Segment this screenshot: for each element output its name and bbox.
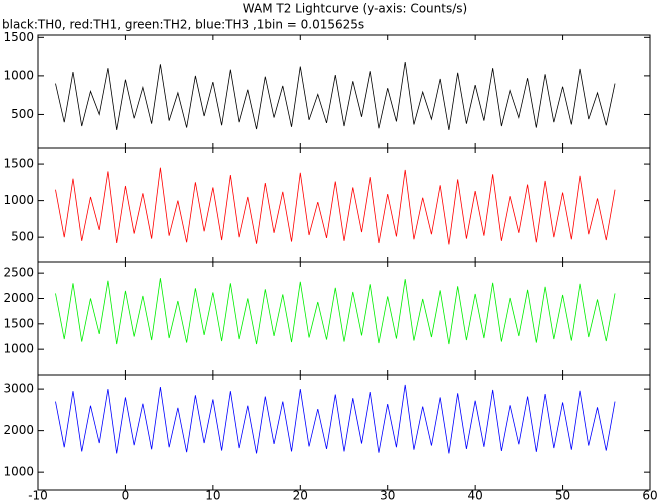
y-tick-label: 500	[11, 107, 34, 121]
x-tick-label: 60	[642, 489, 657, 503]
y-tick-label: 1000	[3, 342, 34, 356]
y-tick-label: 2000	[3, 423, 34, 437]
y-tick-label: 2500	[3, 266, 34, 280]
panel-frame	[37, 374, 651, 491]
chart-subtitle: black:TH0, red:TH1, green:TH2, blue:TH3 …	[2, 18, 364, 32]
y-tick-label: 1000	[3, 68, 34, 82]
series-line	[55, 61, 616, 130]
y-tick-label: 1000	[3, 193, 34, 207]
x-tick-label: 20	[293, 489, 308, 503]
x-tick-label: 40	[468, 489, 483, 503]
y-tick-label: 1500	[3, 316, 34, 330]
panel-frame	[37, 147, 651, 263]
y-tick-label: 2000	[3, 291, 34, 305]
series-line	[55, 384, 616, 454]
x-tick-label: 10	[205, 489, 220, 503]
y-tick-label: 1500	[3, 157, 34, 171]
y-tick-label: 500	[11, 230, 34, 244]
panel-frame	[37, 34, 651, 149]
series-line	[55, 278, 616, 345]
x-tick-label: 0	[122, 489, 130, 503]
chart-title: WAM T2 Lightcurve (y-axis: Counts/s)	[243, 2, 467, 16]
x-tick-label: 50	[555, 489, 570, 503]
x-tick-label: 30	[380, 489, 395, 503]
y-tick-label: 1500	[3, 30, 34, 44]
x-tick-label: -10	[28, 489, 48, 503]
y-tick-label: 1000	[3, 465, 34, 479]
y-tick-label: 3000	[3, 382, 34, 396]
series-line	[55, 167, 616, 245]
